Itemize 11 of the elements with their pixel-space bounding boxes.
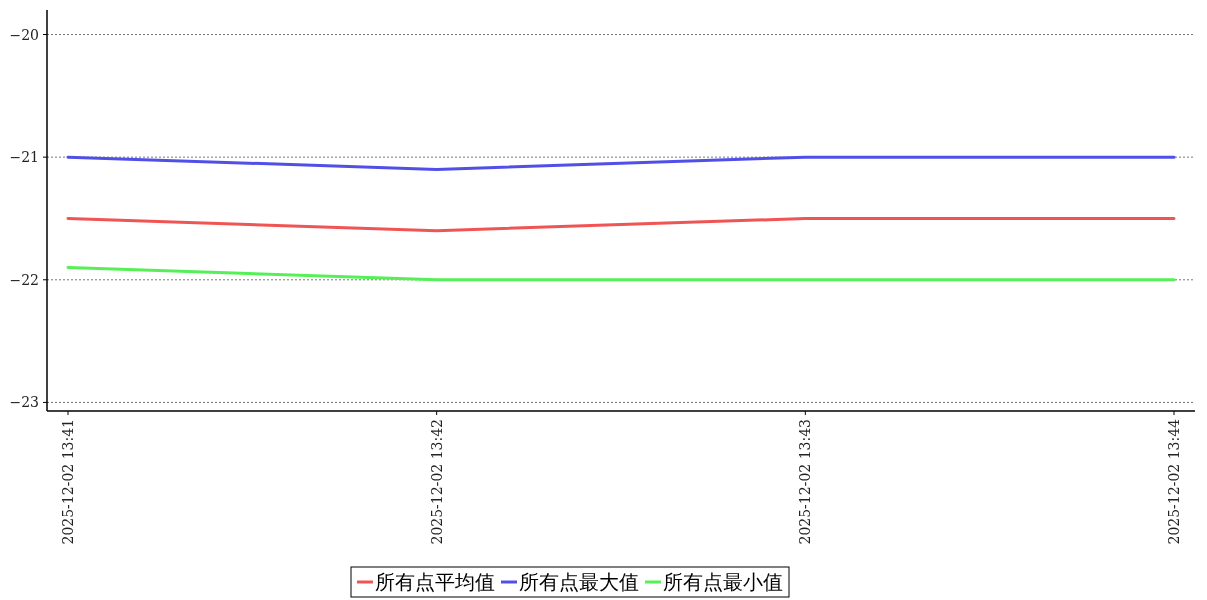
legend-label: 所有点最大值	[519, 570, 639, 594]
x-tick-label: 2025-12-02 13:41	[60, 419, 76, 545]
y-tick-label: −20	[9, 26, 39, 43]
legend-label: 所有点平均值	[375, 570, 495, 594]
y-tick-label: −21	[9, 149, 39, 166]
x-tick-label: 2025-12-02 13:44	[1166, 418, 1182, 545]
y-tick-label: −23	[9, 394, 39, 411]
x-tick-label: 2025-12-02 13:43	[797, 419, 814, 545]
legend-label: 所有点最小值	[663, 570, 783, 594]
x-tick-label: 2025-12-02 13:42	[428, 419, 445, 545]
y-tick-label: −22	[9, 271, 39, 288]
